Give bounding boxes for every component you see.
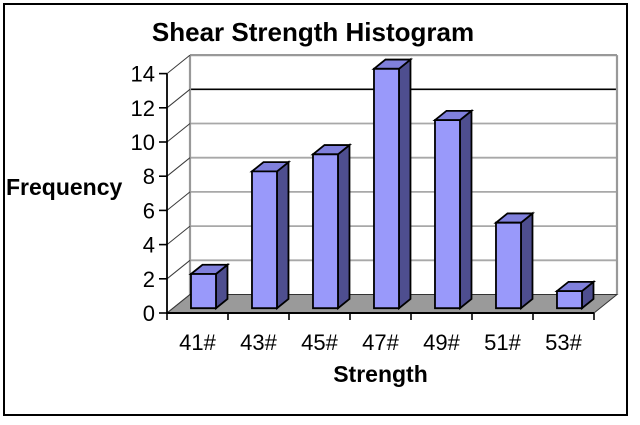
y-grid-connector-4 xyxy=(166,225,191,245)
y-axis-title: Frequency xyxy=(6,174,123,200)
bar-front-face xyxy=(312,153,339,310)
y-tick-label-8: 8 xyxy=(143,164,155,189)
y-tick-label-10: 10 xyxy=(131,130,155,155)
x-axis-title: Strength xyxy=(333,361,428,387)
bar-43# xyxy=(249,160,292,311)
y-grid-connector-0 xyxy=(166,294,191,314)
x-tick-label-43#: 43# xyxy=(240,330,277,355)
bar-53# xyxy=(554,279,597,311)
y-grid-connector-8 xyxy=(166,157,191,177)
y-tick-label-14: 14 xyxy=(131,62,155,87)
bar-front-face xyxy=(434,119,461,310)
bar-side-face xyxy=(520,211,534,311)
bar-side-face xyxy=(276,160,290,311)
x-tick-label-51#: 51# xyxy=(484,330,521,355)
y-tick-label-0: 0 xyxy=(143,301,155,326)
y-grid-connector-12 xyxy=(166,88,191,109)
y-grid-connector-2 xyxy=(166,259,191,280)
bar-front-face xyxy=(373,67,400,310)
y-grid-connector-10 xyxy=(166,123,191,143)
bar-41# xyxy=(188,262,231,311)
x-tick-label-53#: 53# xyxy=(545,330,582,355)
y-tick-label-4: 4 xyxy=(143,233,155,258)
bar-side-face xyxy=(398,57,412,311)
x-tick-label-49#: 49# xyxy=(423,330,460,355)
bar-front-face xyxy=(190,273,217,310)
y-grid-connector-14 xyxy=(166,54,191,74)
bar-45# xyxy=(310,143,353,311)
x-tick-label-41#: 41# xyxy=(179,330,216,355)
bar-front-face xyxy=(495,221,522,310)
y-tick-label-2: 2 xyxy=(143,267,155,292)
y-tick-label-6: 6 xyxy=(143,198,155,223)
bar-side-face xyxy=(337,143,351,311)
y-grid-connector-6 xyxy=(166,191,191,211)
bar-51# xyxy=(493,211,536,311)
x-tick-label-47#: 47# xyxy=(362,330,399,355)
bar-front-face xyxy=(251,170,278,310)
x-tick-label-45#: 45# xyxy=(301,330,338,355)
bar-side-face xyxy=(459,108,473,311)
bar-47# xyxy=(371,57,414,311)
bar-49# xyxy=(432,108,475,311)
y-tick-label-12: 12 xyxy=(131,96,155,121)
chart-title: Shear Strength Histogram xyxy=(151,17,475,47)
bar-front-face xyxy=(556,290,583,310)
